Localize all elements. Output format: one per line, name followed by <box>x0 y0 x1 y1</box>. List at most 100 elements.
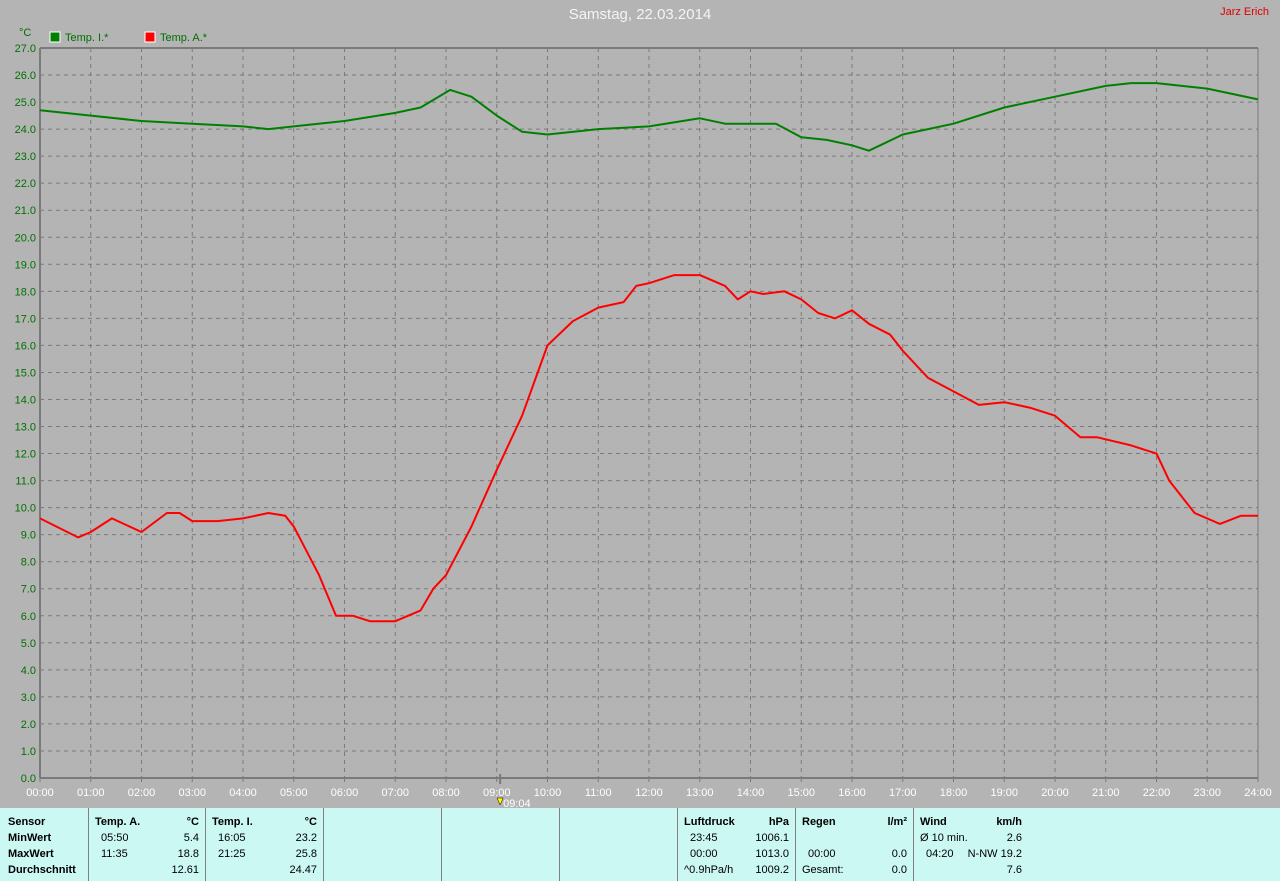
temp-a-min-time: 05:50 <box>101 832 129 844</box>
temp-i-header: Temp. I. <box>212 816 253 828</box>
x-tick-label: 19:00 <box>990 787 1018 799</box>
maxwert-label: MaxWert <box>8 848 54 860</box>
legend-label: Temp. I.* <box>65 32 109 44</box>
empty-column <box>324 808 442 881</box>
empty-column <box>560 808 678 881</box>
x-tick-label: 24:00 <box>1244 787 1272 799</box>
y-tick-label: 10.0 <box>15 503 36 515</box>
y-tick-label: 26.0 <box>15 70 36 82</box>
y-tick-label: 3.0 <box>21 692 36 704</box>
temp-a-unit: °C <box>186 816 199 828</box>
luftdruck-trend: ^0.9hPa/h <box>684 864 734 876</box>
luftdruck-max-time: 00:00 <box>690 848 718 860</box>
y-tick-label: 17.0 <box>15 313 36 325</box>
regen-time: 00:00 <box>808 848 836 860</box>
y-tick-label: 18.0 <box>15 286 36 298</box>
temp-i-avg: 24.47 <box>289 864 317 876</box>
y-tick-label: 15.0 <box>15 367 36 379</box>
y-tick-label: 4.0 <box>21 665 36 677</box>
y-tick-label: 21.0 <box>15 205 36 217</box>
minwert-label: MinWert <box>8 832 52 844</box>
wind-gust: N-NW 19.2 <box>967 848 1022 860</box>
chart-title: Samstag, 22.03.2014 <box>568 6 712 23</box>
x-tick-label: 02:00 <box>128 787 156 799</box>
x-tick-label: 13:00 <box>686 787 714 799</box>
temp-i-min: 23.2 <box>295 832 317 844</box>
temp-i-max: 25.8 <box>295 848 317 860</box>
y-tick-label: 2.0 <box>21 719 36 731</box>
y-tick-label: 12.0 <box>15 449 36 461</box>
luftdruck-header: Luftdruck <box>684 816 735 828</box>
luftdruck-min-time: 23:45 <box>690 832 718 844</box>
x-tick-label: 10:00 <box>534 787 562 799</box>
regen-unit: l/m² <box>887 816 907 828</box>
sensor-header: Sensor <box>8 816 46 828</box>
y-tick-label: 9.0 <box>21 530 36 542</box>
temp-a-avg: 12.61 <box>171 864 199 876</box>
y-tick-label: 0.0 <box>21 773 36 785</box>
y-tick-label: 8.0 <box>21 557 36 569</box>
x-tick-label: 06:00 <box>331 787 359 799</box>
wind-gust-time: 04:20 <box>926 848 954 860</box>
wind-header: Wind <box>920 816 947 828</box>
x-tick-label: 05:00 <box>280 787 308 799</box>
luftdruck-min: 1006.1 <box>755 832 789 844</box>
y-tick-label: 14.0 <box>15 394 36 406</box>
temp-a-header: Temp. A. <box>95 816 141 828</box>
y-tick-label: 25.0 <box>15 97 36 109</box>
y-tick-label: 27.0 <box>15 43 36 55</box>
luftdruck-unit: hPa <box>768 816 789 828</box>
x-tick-label: 11:00 <box>585 787 612 799</box>
x-tick-label: 07:00 <box>381 787 409 799</box>
statistics-table: Sensor MinWert MaxWert Durchschnitt Temp… <box>0 808 1280 881</box>
sensor-column: Sensor MinWert MaxWert Durchschnitt <box>0 808 89 881</box>
regen-column: Regen l/m² 00:00 0.0 Gesamt: 0.0 <box>796 808 914 881</box>
x-tick-label: 22:00 <box>1143 787 1171 799</box>
x-tick-label: 16:00 <box>838 787 866 799</box>
y-tick-label: 5.0 <box>21 638 36 650</box>
y-axis-unit: °C <box>19 27 31 39</box>
x-tick-label: 21:00 <box>1092 787 1120 799</box>
y-tick-label: 23.0 <box>15 151 36 163</box>
regen-total: 0.0 <box>891 864 907 876</box>
legend-swatch <box>144 31 156 43</box>
y-tick-label: 7.0 <box>21 584 36 596</box>
y-tick-label: 20.0 <box>15 232 36 244</box>
temp-a-column: Temp. A. °C 05:50 5.4 11:35 18.8 12.61 <box>89 808 206 881</box>
luftdruck-max: 1013.0 <box>755 848 789 860</box>
y-tick-label: 19.0 <box>15 259 36 271</box>
temp-a-min: 5.4 <box>183 832 199 844</box>
time-marker-label: 09:04 <box>503 798 531 808</box>
temp-a-max-time: 11:35 <box>101 848 128 860</box>
x-tick-label: 20:00 <box>1041 787 1069 799</box>
x-tick-label: 09:00 <box>483 787 511 799</box>
time-marker-icon <box>496 797 504 806</box>
temp-i-unit: °C <box>304 816 317 828</box>
luftdruck-avg: 1009.2 <box>755 864 789 876</box>
x-tick-label: 03:00 <box>178 787 206 799</box>
x-tick-label: 04:00 <box>229 787 257 799</box>
empty-column <box>442 808 560 881</box>
y-tick-label: 13.0 <box>15 422 36 434</box>
temperature-chart: 0.0 1.0 2.0 3.0 4.0 5.0 6.0 7.0 8.0 9.0 10.0 11.0 12… <box>15 27 1272 808</box>
author-label: Jarz Erich <box>1220 6 1269 18</box>
x-tick-label: 15:00 <box>787 787 815 799</box>
x-tick-label: 08:00 <box>432 787 460 799</box>
y-tick-label: 16.0 <box>15 340 36 352</box>
temp-i-max-time: 21:25 <box>218 848 246 860</box>
y-tick-label: 11.0 <box>15 476 36 488</box>
regen-value: 0.0 <box>891 848 907 860</box>
luftdruck-column: Luftdruck hPa 23:45 1006.1 00:00 1013.0 ^0.… <box>678 808 796 881</box>
y-tick-label: 6.0 <box>21 611 36 623</box>
wind-day-avg: 7.6 <box>1006 864 1022 876</box>
x-tick-label: 17:00 <box>889 787 917 799</box>
x-tick-label: 18:00 <box>940 787 968 799</box>
regen-header: Regen <box>802 816 836 828</box>
y-tick-label: 24.0 <box>15 124 36 136</box>
wind-avg: 2.6 <box>1006 832 1022 844</box>
legend-label: Temp. A.* <box>160 32 208 44</box>
wind-unit: km/h <box>996 816 1022 828</box>
temp-i-column: Temp. I. °C 16:05 23.2 21:25 25.8 24.47 <box>206 808 324 881</box>
durchschnitt-label: Durchschnitt <box>8 864 76 876</box>
wind-avg-label: Ø 10 min. <box>920 832 968 844</box>
